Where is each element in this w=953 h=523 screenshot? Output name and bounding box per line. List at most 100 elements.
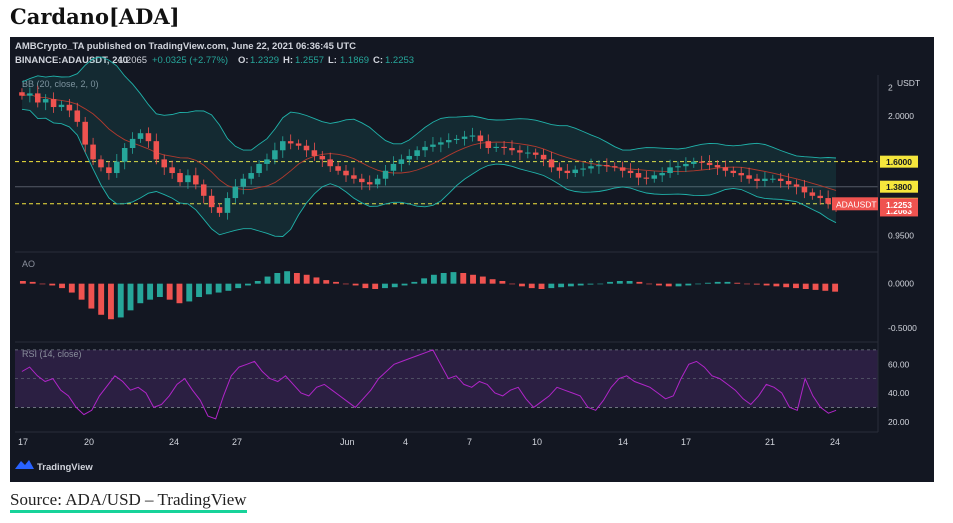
candle-body bbox=[817, 195, 824, 199]
time-axis-tick: 10 bbox=[532, 437, 542, 447]
candle-body bbox=[485, 141, 492, 148]
price-axis-tick: 0.0000 bbox=[888, 279, 914, 289]
ao-bar bbox=[352, 283, 359, 286]
candle-body bbox=[667, 167, 673, 174]
candle-body bbox=[422, 146, 428, 151]
candle-body bbox=[604, 165, 610, 167]
candle-body bbox=[754, 178, 760, 181]
ao-bar bbox=[724, 281, 731, 284]
candle-body bbox=[200, 184, 207, 196]
candle-body bbox=[777, 178, 784, 181]
candle-body bbox=[762, 178, 768, 181]
candle-body bbox=[327, 159, 333, 167]
ao-bar bbox=[519, 283, 525, 287]
candle-body bbox=[683, 163, 689, 167]
ao-bar bbox=[127, 283, 134, 311]
candle-body bbox=[548, 159, 555, 168]
ao-bar bbox=[78, 283, 85, 300]
ao-bar bbox=[39, 283, 46, 285]
candle-body bbox=[714, 165, 721, 168]
ao-bar bbox=[205, 283, 212, 295]
candle-body bbox=[461, 136, 468, 139]
candle-body bbox=[706, 162, 713, 166]
price-axis-tick: 20.00 bbox=[888, 417, 910, 427]
candle-body bbox=[343, 170, 349, 176]
candle-body bbox=[477, 135, 484, 142]
candle-body bbox=[406, 155, 413, 160]
candle-body bbox=[335, 166, 341, 171]
ao-bar bbox=[156, 283, 163, 297]
ao-bar bbox=[401, 283, 408, 286]
candle-body bbox=[438, 142, 444, 145]
tradingview-chart[interactable]: AMBCrypto_TA published on TradingView.co… bbox=[10, 37, 934, 482]
candle-body bbox=[770, 178, 776, 180]
ao-bar bbox=[548, 283, 555, 289]
price-level-tag bbox=[880, 155, 918, 168]
ao-bar bbox=[685, 283, 692, 286]
ohlc-value: 1.2557 bbox=[295, 55, 324, 66]
candle-body bbox=[517, 150, 523, 153]
price-axis-tick: -0.5000 bbox=[888, 323, 917, 333]
time-axis-tick: 4 bbox=[403, 437, 408, 447]
ao-bar bbox=[362, 283, 369, 289]
time-axis-tick: 20 bbox=[84, 437, 94, 447]
source-link[interactable]: Source: ADA/USD – TradingView bbox=[10, 490, 247, 513]
price-axis: 1.60001.38001.23001.2063ADAUSDT1.225322.… bbox=[832, 83, 918, 427]
candle-body bbox=[106, 167, 112, 174]
candle-body bbox=[785, 181, 792, 185]
candle-body bbox=[722, 167, 729, 171]
ao-bar bbox=[499, 281, 506, 284]
candle-body bbox=[698, 161, 705, 163]
ao-bar bbox=[656, 283, 662, 286]
tradingview-logo[interactable]: TradingView bbox=[15, 460, 93, 473]
candle-body bbox=[319, 155, 326, 160]
current-price: 1.2065 bbox=[118, 55, 147, 66]
time-axis-tick: 17 bbox=[18, 437, 28, 447]
price-axis-tick: 40.00 bbox=[888, 388, 910, 398]
candle-body bbox=[98, 159, 104, 168]
ao-bar bbox=[704, 282, 711, 284]
ao-bar bbox=[587, 283, 594, 285]
ao-bar bbox=[822, 283, 829, 291]
candle-body bbox=[619, 167, 626, 171]
candle-body bbox=[825, 198, 831, 204]
candle-body bbox=[169, 167, 175, 174]
candle-body bbox=[414, 150, 420, 156]
ao-bar bbox=[607, 281, 613, 284]
ao-bar bbox=[509, 283, 516, 285]
candle-body bbox=[208, 195, 215, 208]
candle-body bbox=[493, 146, 499, 148]
ao-bar bbox=[284, 271, 291, 284]
candle-body bbox=[746, 175, 752, 179]
candle-body bbox=[311, 150, 318, 156]
candle-body bbox=[19, 92, 25, 96]
candle-body bbox=[90, 144, 96, 160]
candle-body bbox=[509, 148, 515, 151]
ao-bar bbox=[626, 281, 633, 284]
rsi-band-fill bbox=[15, 349, 878, 408]
tradingview-logo-text: TradingView bbox=[37, 462, 93, 473]
ao-bar bbox=[714, 281, 721, 284]
candle-body bbox=[58, 104, 65, 108]
rsi-line bbox=[21, 349, 837, 420]
rsi-indicator-label: RSI (14, close) bbox=[22, 349, 82, 359]
article-title: Cardano[ADA] bbox=[10, 4, 180, 29]
candle-body bbox=[66, 104, 73, 111]
candle-body bbox=[366, 182, 373, 185]
candle-body bbox=[374, 178, 381, 185]
ohlc-key: O: bbox=[238, 55, 249, 66]
price-change: +0.0325 (+2.77%) bbox=[152, 55, 228, 66]
ao-bar bbox=[29, 281, 36, 284]
candle-body bbox=[256, 163, 262, 174]
candle-body bbox=[224, 198, 231, 213]
ao-bar bbox=[734, 282, 741, 284]
candle-body bbox=[564, 170, 571, 174]
ohlc-line: BINANCE:ADAUSDT, 240 1.2065 +0.0325 (+2.… bbox=[15, 55, 414, 66]
candle-body bbox=[121, 148, 128, 162]
candle-body bbox=[643, 177, 650, 179]
candle-body bbox=[651, 175, 658, 179]
ao-bar bbox=[411, 281, 418, 284]
candle-body bbox=[351, 175, 357, 179]
ao-bar bbox=[753, 283, 760, 285]
candle-body bbox=[161, 159, 167, 168]
